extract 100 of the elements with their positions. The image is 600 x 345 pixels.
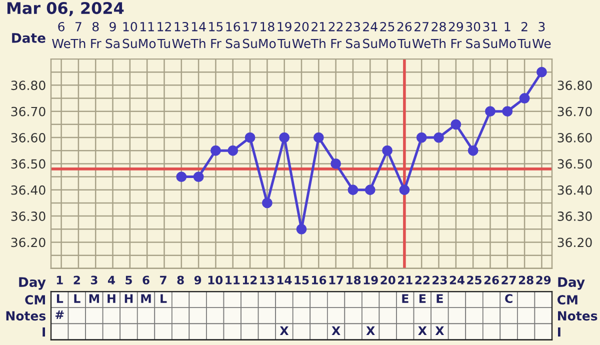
- x-tick-label: 21 Th: [310, 22, 326, 48]
- x-axis-title: Date: [12, 33, 46, 43]
- y-tick-label: CM: [25, 295, 45, 304]
- x-tick-label: 30 Sa: [466, 22, 480, 48]
- x-tick-label: 26: [484, 276, 499, 284]
- point: [244, 132, 256, 143]
- point: [296, 224, 307, 234]
- x-tick-label: 2: [74, 276, 80, 284]
- x-tick-label: 14: [278, 276, 292, 284]
- point: [176, 172, 187, 182]
- y-tick-label: 36.50: [11, 159, 46, 169]
- point: [399, 184, 410, 196]
- text: E: [419, 294, 426, 303]
- point: [279, 132, 290, 143]
- x-tick-label: 21: [398, 276, 412, 284]
- point: [468, 145, 478, 156]
- text: X: [280, 326, 289, 336]
- point: [502, 106, 513, 117]
- x-tick-label: 19 Tu: [277, 22, 292, 48]
- text: X: [332, 326, 340, 336]
- text: M: [89, 294, 99, 303]
- point: [313, 132, 324, 143]
- x-tick-label: 9 Sa: [106, 22, 120, 48]
- y-tick-label: 36.60: [11, 132, 46, 142]
- x-axis-title: Day: [19, 277, 46, 290]
- y-tick-label: 36.30: [11, 212, 46, 221]
- x-tick-label: 20: [380, 276, 396, 284]
- x-tick-label: 3: [90, 276, 98, 284]
- y2-tick-label: Notes: [558, 311, 598, 321]
- x-tick-label: 28 Th: [430, 22, 446, 48]
- x-tick-label: 26 Tu: [397, 22, 412, 48]
- text: Day: [558, 277, 585, 290]
- y2-tick-label: 36.30: [558, 212, 592, 221]
- text: L: [56, 294, 64, 303]
- point: [262, 198, 272, 208]
- point: [228, 145, 238, 156]
- text: X: [366, 326, 375, 336]
- x-tick-label: 24: [450, 276, 464, 284]
- text: L: [160, 294, 167, 303]
- x-tick-label: 3 We: [532, 22, 551, 48]
- point: [450, 119, 462, 130]
- x-tick-label: 16 Sa: [226, 22, 240, 48]
- x-tick-label: 25 Mo: [379, 22, 396, 48]
- text: E: [402, 294, 408, 303]
- x-tick-label: 22 Fr: [328, 22, 343, 48]
- point: [210, 145, 221, 156]
- x-tick-label: 6: [142, 276, 150, 284]
- y2-tick-label: 36.50: [558, 159, 592, 169]
- text: #: [55, 310, 64, 319]
- y-tick-label: 36.40: [11, 185, 46, 195]
- x-tick-label: 19: [364, 276, 378, 284]
- point: [193, 172, 204, 182]
- x-tick-label: 11 Mo: [139, 22, 156, 48]
- x-tick-label: 1: [56, 276, 63, 284]
- y2-tick-label: 36.60: [558, 132, 592, 142]
- x-tick-label: 29 Fr: [448, 22, 463, 48]
- point: [330, 158, 342, 169]
- text: X: [435, 326, 444, 336]
- y2-tick-label: I: [558, 327, 560, 337]
- point: [364, 184, 376, 196]
- x-tick-label: 2 Tu: [518, 22, 530, 48]
- y2-tick-label: 36.20: [558, 238, 592, 248]
- x-tick-label: 13 We: [172, 22, 190, 48]
- x-tick-label: 17 Su: [242, 22, 257, 48]
- x-tick-label: 4: [108, 276, 115, 284]
- y-tick-label: Notes: [6, 311, 46, 321]
- x-tick-label: 15: [294, 276, 309, 284]
- x-tick-label: 18 Mo: [259, 22, 276, 48]
- x-tick-label: 23 Sa: [346, 22, 360, 48]
- text: M: [141, 294, 151, 303]
- text: X: [418, 326, 427, 336]
- x-tick-label: 1 Mo: [499, 22, 516, 48]
- x-tick-label: 29: [536, 276, 551, 284]
- point: [434, 132, 444, 143]
- x-tick-label: 15 Fr: [209, 22, 223, 48]
- x-tick-label: 8: [177, 276, 184, 284]
- x-tick-label: 27: [502, 276, 516, 284]
- x-tick-label: 9: [194, 276, 202, 284]
- x-tick-label: 5: [126, 276, 132, 284]
- y-tick-label: 36.80: [11, 80, 46, 90]
- x-tick-label: 6 We: [52, 22, 70, 48]
- x-tick-label: 14 Th: [190, 22, 206, 48]
- x-tick-label: 17: [329, 276, 344, 284]
- text: H: [108, 294, 116, 303]
- x-tick-label: 10 Su: [122, 22, 138, 48]
- point: [485, 106, 496, 117]
- x-tick-label: 18: [346, 276, 361, 284]
- y2-tick-label: 36.70: [558, 106, 592, 116]
- x-tick-label: 20 We: [292, 22, 310, 48]
- x-tick-label: 11: [226, 276, 240, 284]
- x-tick-label: 8 Fr: [91, 22, 102, 48]
- chart-title: Mar 06, 2024: [7, 2, 124, 16]
- x-tick-label: 7: [160, 276, 166, 284]
- x-tick-label: 16: [312, 276, 326, 284]
- point: [348, 184, 358, 196]
- x-tick-label: 12: [242, 276, 257, 284]
- x-tick-label: 23: [432, 276, 447, 284]
- y2-tick-label: 36.40: [558, 185, 592, 195]
- text: C: [505, 294, 512, 303]
- x-tick-label: 22: [415, 276, 430, 284]
